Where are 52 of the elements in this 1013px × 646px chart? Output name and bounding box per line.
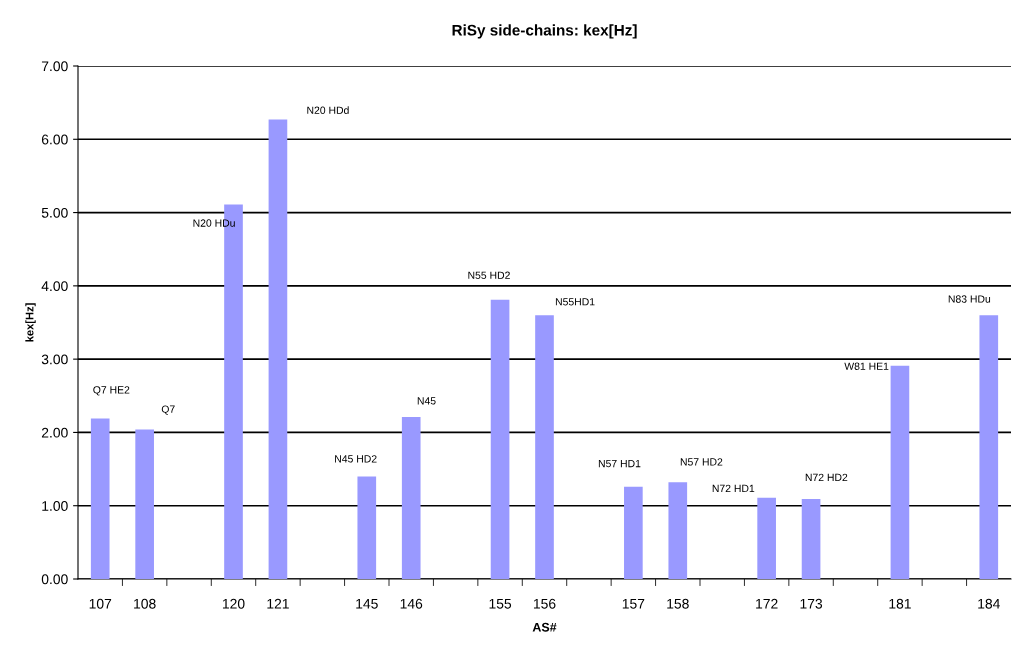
x-tick-label: 121 <box>267 598 289 609</box>
x-tick-label: 158 <box>667 598 689 609</box>
annotation: W81 HE1 <box>844 362 889 370</box>
y-tick-label: 3.00 <box>41 354 68 365</box>
x-tick-label: 120 <box>222 598 245 609</box>
bar <box>135 429 154 579</box>
y-tick-label: 6.00 <box>41 134 68 145</box>
annotation: N20 HDu <box>193 219 235 227</box>
annotation: Q7 HE2 <box>93 386 130 396</box>
x-tick-label: 181 <box>889 598 911 609</box>
annotation: N57 HD1 <box>598 459 641 468</box>
y-axis-title: kex[Hz] <box>25 303 36 342</box>
x-tick-label: 108 <box>134 598 156 609</box>
y-tick-label: 0.00 <box>41 574 68 585</box>
x-tick-label: 172 <box>756 598 778 609</box>
annotation: N55 HD2 <box>468 271 510 279</box>
bar <box>624 486 643 579</box>
annotation: N57 HD2 <box>680 458 723 466</box>
annotation: N45 <box>417 397 436 405</box>
y-tick-label: 5.00 <box>41 207 68 218</box>
bar <box>535 315 554 579</box>
annotation: Q7 <box>161 405 175 415</box>
annotation: N55HD1 <box>555 298 595 306</box>
bar <box>490 299 510 579</box>
bar <box>357 476 377 579</box>
x-tick-label: 155 <box>489 598 512 609</box>
bar <box>668 482 688 579</box>
chart-title: RiSy side-chains: kex[Hz] <box>452 24 637 39</box>
bar <box>401 417 421 579</box>
annotation: N45 HD2 <box>335 455 377 463</box>
x-tick-label: 145 <box>356 598 378 609</box>
bar <box>757 497 776 579</box>
annotation: N72 HD1 <box>712 484 755 493</box>
bar <box>979 315 999 579</box>
x-tick-label: 146 <box>400 598 423 609</box>
annotation: N72 HD2 <box>805 473 848 481</box>
y-tick-label: 1.00 <box>42 501 68 511</box>
y-tick-label: 2.00 <box>41 427 68 438</box>
bar <box>801 499 821 579</box>
bar <box>90 418 110 579</box>
x-tick-label: 184 <box>978 598 1000 609</box>
annotation: N20 HDd <box>307 106 349 114</box>
x-tick-label: 173 <box>800 598 823 609</box>
y-tick-label: 4.00 <box>41 281 68 292</box>
x-axis-title: AS# <box>532 622 557 632</box>
bar <box>268 119 288 579</box>
y-tick-label: 7.00 <box>41 61 68 72</box>
bar <box>890 365 910 579</box>
annotation: N83 HDu <box>948 295 991 303</box>
x-tick-label: 156 <box>533 598 556 609</box>
x-tick-label: 157 <box>622 598 645 609</box>
x-tick-label: 107 <box>89 598 112 609</box>
